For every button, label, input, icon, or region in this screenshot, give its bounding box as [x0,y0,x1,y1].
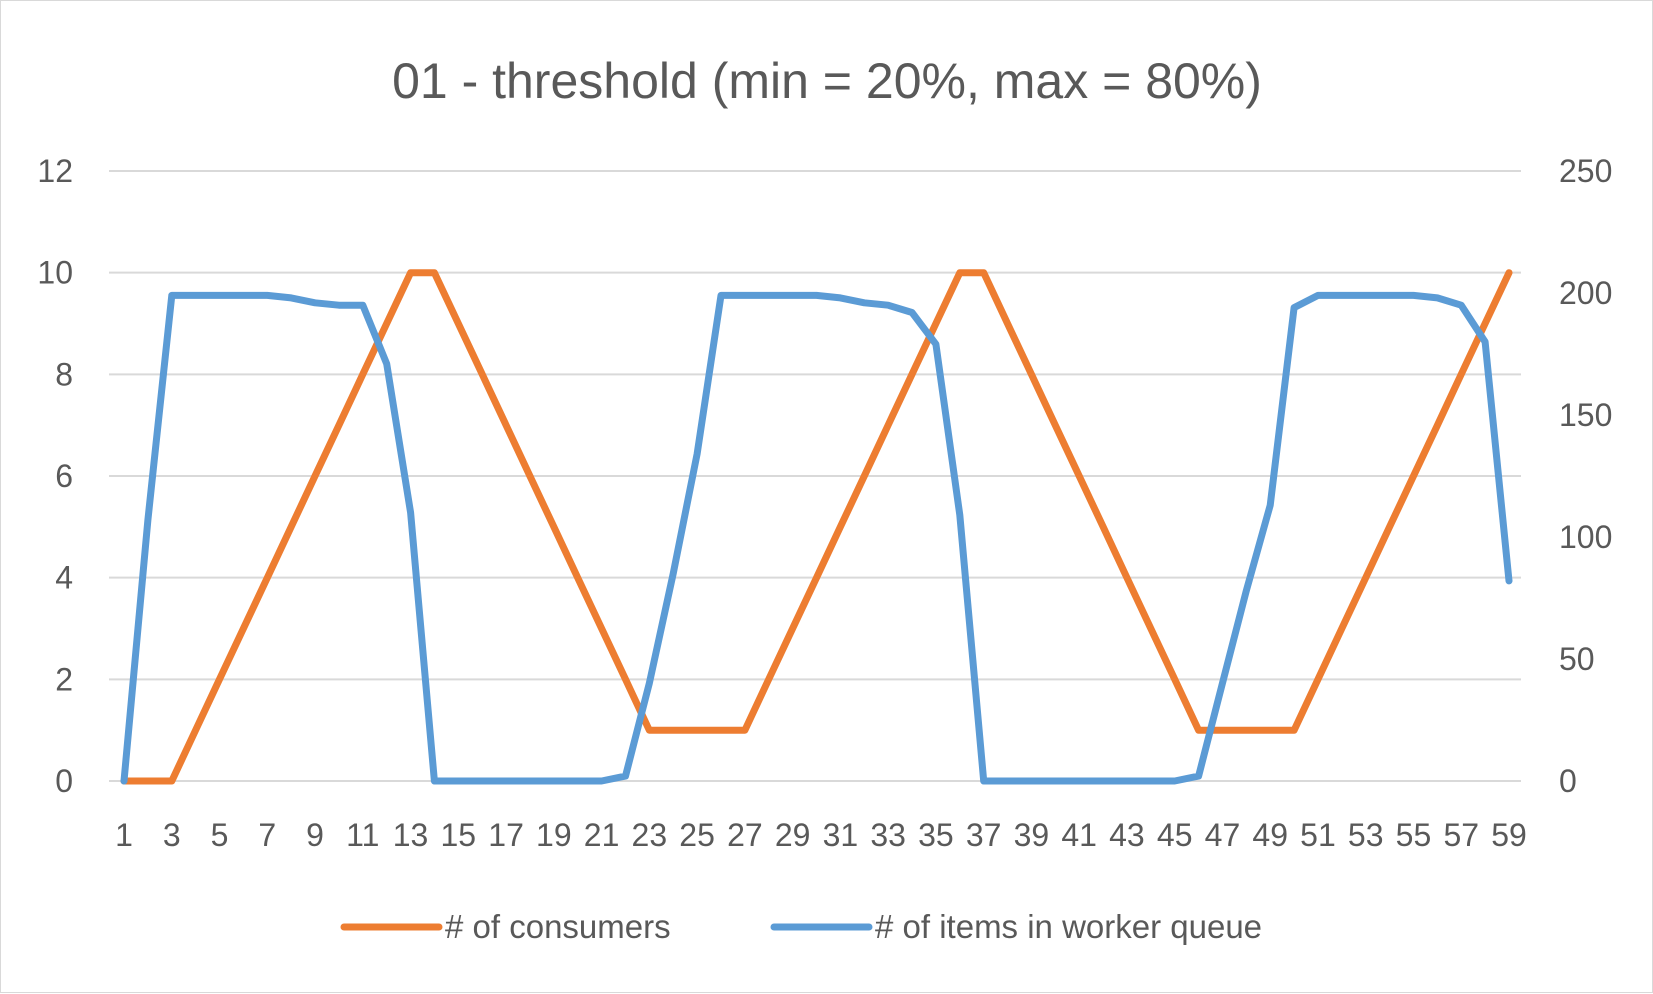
x-tick-label: 11 [346,817,379,853]
legend-label-consumers: # of consumers [445,908,671,945]
x-tick-label: 31 [823,817,859,853]
x-tick-label: 27 [727,817,763,853]
series-line-consumers [120,269,1513,785]
x-tick-label: 51 [1300,817,1336,853]
x-tick-label: 33 [870,817,906,853]
x-tick-label: 1 [115,817,133,853]
x-tick-label: 21 [584,817,620,853]
x-tick-label: 5 [211,817,229,853]
x-tick-label: 37 [966,817,1002,853]
x-tick-label: 35 [918,817,954,853]
left-tick-label: 4 [55,560,73,596]
x-tick-label: 19 [536,817,572,853]
x-tick-label: 7 [258,817,276,853]
right-tick-label: 200 [1559,275,1612,311]
x-tick-label: 15 [441,817,477,853]
x-tick-label: 55 [1396,817,1432,853]
x-tick-label: 47 [1205,817,1241,853]
x-tick-label: 3 [163,817,181,853]
x-tick-label: 41 [1061,817,1097,853]
left-tick-label: 2 [55,661,73,697]
x-tick-label: 17 [488,817,524,853]
x-tick-label: 49 [1252,817,1288,853]
chart-title: 01 - threshold (min = 20%, max = 80%) [392,53,1262,109]
left-tick-label: 6 [55,458,73,494]
x-tick-label: 57 [1443,817,1479,853]
legend-label-queue-items: # of items in worker queue [875,908,1262,945]
right-tick-label: 150 [1559,397,1612,433]
right-axis-ticks: 0 50 100 150 200 250 [1559,153,1612,799]
left-tick-label: 8 [55,356,73,392]
x-axis-ticks: 1 3 5 7 9 11 13 15 17 19 21 23 25 27 29 31 33 35 37 39 41 43 4… [115,817,1527,853]
x-tick-label: 29 [775,817,811,853]
x-tick-label: 9 [306,817,324,853]
left-axis-ticks: 0 2 4 6 8 10 12 [37,153,73,799]
x-tick-label: 23 [632,817,668,853]
x-tick-label: 43 [1109,817,1145,853]
x-tick-label: 25 [679,817,715,853]
series-lines [120,269,1513,785]
right-tick-label: 0 [1559,763,1577,799]
right-tick-label: 250 [1559,153,1612,189]
series-line-queue-items [120,291,1513,785]
gridlines [109,170,1521,782]
right-tick-label: 100 [1559,519,1612,555]
x-tick-label: 39 [1014,817,1050,853]
x-tick-label: 45 [1157,817,1193,853]
x-tick-label: 59 [1491,817,1527,853]
legend: # of consumers # of items in worker queu… [340,908,1262,945]
x-tick-label: 13 [393,817,429,853]
left-tick-label: 12 [37,153,73,189]
right-tick-label: 50 [1559,641,1595,677]
left-tick-label: 10 [37,255,73,291]
left-tick-label: 0 [55,763,73,799]
x-tick-label: 53 [1348,817,1384,853]
